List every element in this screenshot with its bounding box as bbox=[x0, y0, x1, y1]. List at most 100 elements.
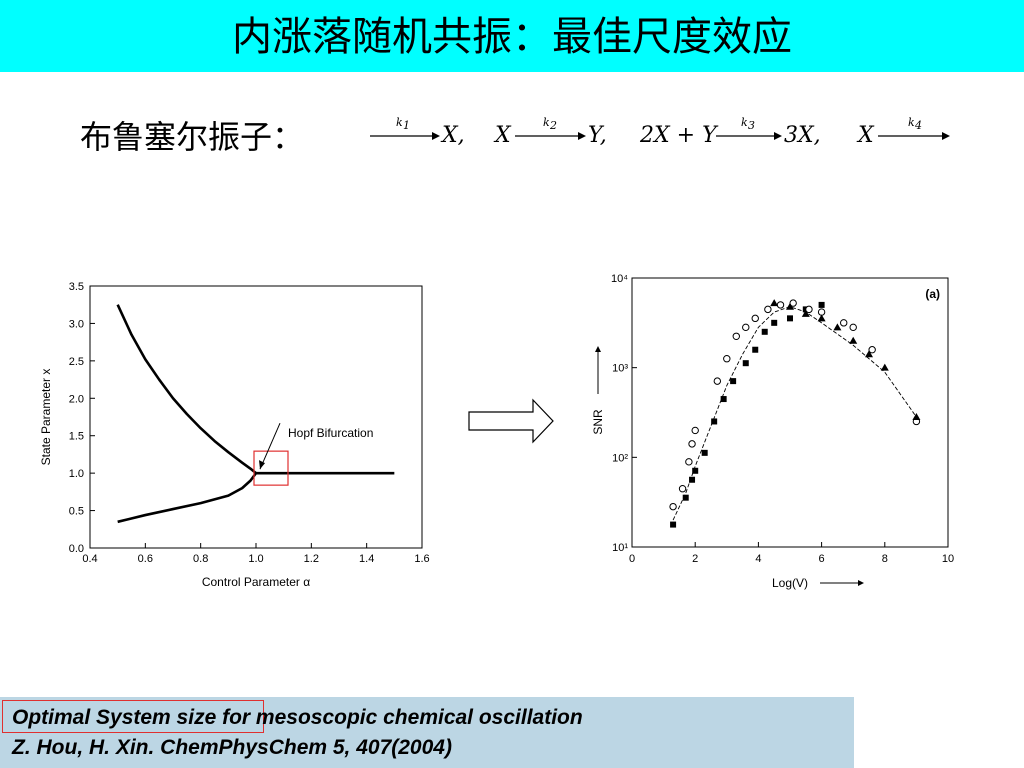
reaction-4-rate-index: 4 bbox=[914, 119, 922, 132]
right-x-tick-label: 6 bbox=[819, 553, 825, 565]
reaction-3-product: 3X, bbox=[784, 123, 821, 148]
left-x-tick-label: 1.0 bbox=[248, 553, 263, 565]
right-y-tick-label: 10⁴ bbox=[611, 273, 628, 285]
right-y-axis-arrowhead bbox=[595, 346, 601, 352]
hopf-arrowhead bbox=[259, 460, 265, 470]
snr-chart: 0 2 4 6 8 10 10¹ 10² 10³ 10⁴ (a) Log(V) SNR bbox=[591, 273, 954, 590]
panel-label: (a) bbox=[925, 287, 940, 301]
triangle-marker bbox=[833, 323, 842, 331]
circle-marker bbox=[691, 426, 699, 435]
triangle-marker bbox=[880, 363, 889, 371]
reaction-2-reactant: X bbox=[493, 123, 512, 148]
triangle-marker bbox=[865, 350, 873, 358]
square-marker bbox=[730, 378, 737, 385]
right-x-tick-label: 4 bbox=[755, 553, 761, 565]
hopf-arrow bbox=[259, 422, 281, 470]
square-marker bbox=[701, 449, 708, 456]
square-marker bbox=[771, 319, 778, 326]
right-y-tick-label: 10³ bbox=[612, 363, 628, 375]
right-y-axis-label: SNR bbox=[591, 409, 605, 435]
right-x-axis-label: Log(V) bbox=[772, 576, 808, 590]
reference-line-1: Optimal System size for mesoscopic chemi… bbox=[12, 706, 583, 730]
triangle-marker bbox=[786, 302, 794, 310]
slide-title: 内涨落随机共振：最佳尺度效应 bbox=[232, 14, 792, 60]
reaction-1-rate-index: 1 bbox=[403, 119, 410, 132]
right-trend-line bbox=[672, 306, 917, 521]
reference-line-2: Z. Hou, H. Xin. ChemPhysChem 5, 407(2004… bbox=[12, 736, 452, 759]
left-y-tick-label: 3.5 bbox=[69, 281, 84, 293]
reaction-1-product: X, bbox=[440, 123, 465, 148]
left-y-tick-label: 2.5 bbox=[69, 356, 84, 368]
square-marker bbox=[689, 476, 696, 483]
right-x-tick-label: 8 bbox=[882, 553, 888, 565]
left-y-axis-label: State Parameter x bbox=[39, 369, 53, 466]
reaction-2: X k 2 Y, bbox=[493, 116, 607, 148]
left-x-tick-label: 0.6 bbox=[138, 553, 153, 565]
left-y-tick-label: 0.5 bbox=[69, 506, 84, 518]
triangle-marker bbox=[770, 299, 779, 307]
reaction-2-rate-symbol: k bbox=[543, 116, 550, 129]
reaction-2-product: Y, bbox=[588, 123, 607, 148]
circle-marker bbox=[868, 346, 876, 354]
reaction-3-rate-symbol: k bbox=[741, 116, 748, 129]
hopf-highlight-box bbox=[253, 450, 289, 486]
circle-marker bbox=[713, 377, 722, 385]
reaction-1-rate-symbol: k bbox=[396, 116, 403, 129]
left-x-tick-label: 1.4 bbox=[359, 553, 374, 565]
reference-title-rest: for mesoscopic chemical oscillation bbox=[216, 706, 583, 729]
circle-marker bbox=[723, 355, 731, 363]
bifurcation-chart: 0.4 0.6 0.8 1.0 1.2 1.4 1.6 0.0 0.5 1.0 1.5 2.0 2.5 3… bbox=[39, 281, 430, 589]
reference-highlight-frame bbox=[2, 700, 264, 733]
reaction-2-rate-index: 2 bbox=[549, 119, 557, 132]
reaction-4-arrowhead bbox=[942, 132, 950, 140]
right-x-tick-label: 0 bbox=[629, 553, 635, 565]
left-y-tick-label: 1.0 bbox=[69, 468, 84, 480]
square-marker bbox=[670, 521, 677, 528]
left-x-tick-label: 1.6 bbox=[414, 553, 429, 565]
hopf-annotation: Hopf Bifurcation bbox=[288, 426, 373, 440]
right-x-tick-label: 2 bbox=[692, 553, 698, 565]
left-curve-1 bbox=[116, 304, 257, 475]
right-x-tick-label: 10 bbox=[942, 553, 954, 565]
reaction-1: k 1 X, bbox=[370, 116, 465, 148]
right-y-tick-label: 10¹ bbox=[612, 542, 628, 554]
reaction-4-reactant: X bbox=[856, 123, 875, 148]
reaction-3: 2X + Y k 3 3X, bbox=[639, 116, 821, 148]
right-plot-frame bbox=[631, 277, 949, 548]
square-marker bbox=[818, 301, 825, 308]
circle-marker bbox=[849, 323, 857, 332]
square-marker bbox=[752, 346, 759, 353]
reaction-4-rate-symbol: k bbox=[908, 116, 915, 129]
circle-marker bbox=[678, 485, 687, 493]
right-arrow-icon bbox=[468, 398, 554, 444]
square-marker bbox=[761, 328, 768, 335]
triangle-marker bbox=[801, 309, 810, 317]
reaction-scheme: k 1 X, X k 2 Y, 2X + Y k 3 3X, X k 4 bbox=[370, 116, 950, 148]
square-marker bbox=[711, 418, 718, 425]
left-x-axis-label: Control Parameter α bbox=[202, 575, 310, 589]
circle-marker bbox=[776, 301, 785, 309]
triangle-marker bbox=[849, 336, 858, 344]
left-curve-2 bbox=[117, 472, 258, 524]
left-plot-frame bbox=[89, 285, 423, 549]
circle-marker bbox=[764, 305, 772, 314]
reaction-3-reactant: 2X + Y bbox=[639, 123, 719, 148]
circle-marker bbox=[732, 332, 740, 340]
reaction-1-arrowhead bbox=[432, 132, 440, 140]
circle-marker bbox=[688, 440, 696, 448]
circle-marker bbox=[742, 323, 750, 332]
square-marker bbox=[787, 315, 793, 322]
left-y-tick-label: 0.0 bbox=[69, 543, 84, 555]
circle-marker bbox=[817, 308, 826, 316]
left-x-tick-label: 0.8 bbox=[193, 553, 208, 565]
reaction-2-arrowhead bbox=[578, 132, 586, 140]
left-y-tick-label: 1.5 bbox=[69, 431, 84, 443]
circle-marker bbox=[669, 502, 677, 511]
right-x-axis-arrowhead bbox=[858, 580, 864, 586]
left-x-tick-label: 1.2 bbox=[304, 553, 319, 565]
triangle-marker bbox=[817, 314, 826, 322]
square-marker bbox=[682, 494, 689, 501]
left-y-tick-label: 3.0 bbox=[69, 318, 84, 330]
left-y-tick-label: 2.0 bbox=[69, 393, 84, 405]
left-x-tick-label: 0.4 bbox=[82, 553, 97, 565]
